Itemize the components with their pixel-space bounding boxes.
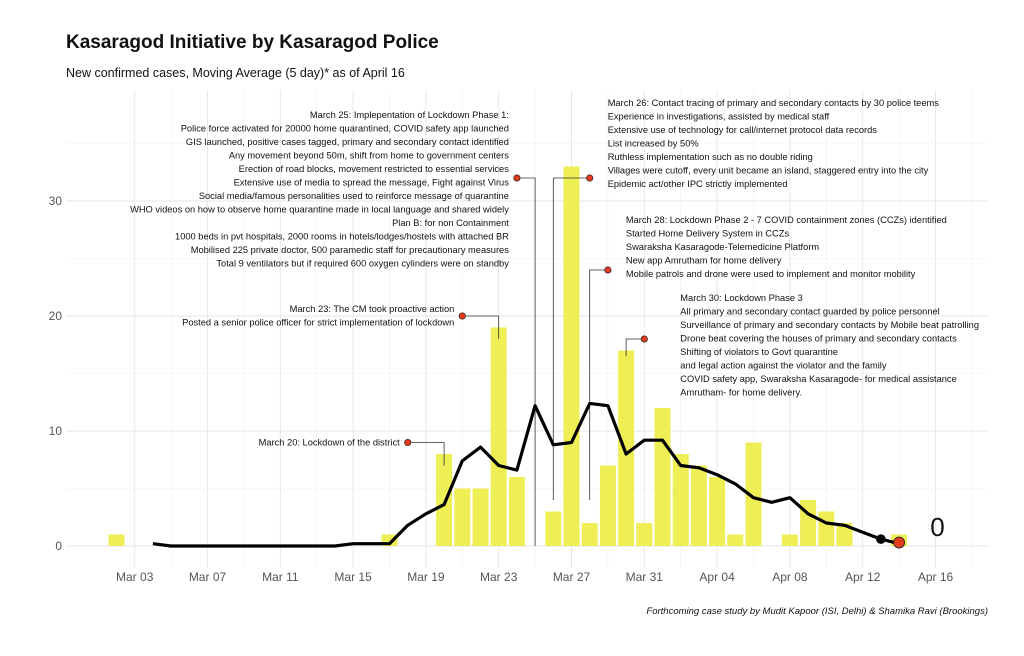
annotation-text-line: Mobile patrols and drone were used to im… <box>626 269 916 279</box>
bar <box>818 511 835 546</box>
bar <box>745 442 762 546</box>
annotation-text-line: Any movement beyond 50m, shift from home… <box>229 151 509 161</box>
annotation-dot <box>513 174 521 182</box>
x-tick-label: Mar 07 <box>189 570 227 584</box>
x-tick-label: Mar 31 <box>626 570 664 584</box>
annotation-text-line: Experience in investigations, assisted b… <box>608 112 830 122</box>
bar <box>599 465 616 546</box>
annotation-text-line: Started Home Delivery System in CCZs <box>626 229 790 239</box>
bar <box>454 488 471 546</box>
annotation-text-line: Swaraksha Kasaragode-Telemedicine Platfo… <box>626 242 820 252</box>
x-tick-label: Mar 19 <box>407 570 445 584</box>
annotation-dot <box>404 438 412 447</box>
annotation-leader <box>407 442 445 466</box>
x-tick-label: Mar 27 <box>553 570 591 584</box>
bar <box>563 166 580 546</box>
annotation-texts: March 20: Lockdown of the district March … <box>130 98 979 448</box>
x-tick-label: Mar 03 <box>116 570 154 584</box>
annotation-dot <box>640 335 648 343</box>
bar <box>781 534 798 546</box>
bar <box>672 454 689 546</box>
annotation-text-line: Police force activated for 20000 home qu… <box>181 124 509 134</box>
annotation-text-line: List increased by 50% <box>608 139 699 149</box>
annotation-text-line: Drone beat covering the houses of primar… <box>680 334 957 344</box>
annotation-leader <box>462 315 500 339</box>
annotation-leader <box>589 269 608 500</box>
annotation-text-line: March 20: Lockdown of the district <box>259 438 400 448</box>
annotation-text-line: Extensive use of media to spread the mes… <box>234 178 510 188</box>
bar <box>472 488 489 546</box>
annotation-text-line: Total 9 ventilators but if required 600 … <box>216 259 509 269</box>
annotation-leader <box>516 177 536 546</box>
bar <box>108 534 125 546</box>
bar <box>836 523 853 546</box>
bar <box>581 523 598 546</box>
x-tick-label: Mar 11 <box>262 570 299 584</box>
annotation-text-line: Villages were cutoff, every unit became … <box>608 166 929 176</box>
bar <box>727 534 744 546</box>
annotation-leader <box>625 338 645 357</box>
ma-end-marker <box>876 534 886 544</box>
annotation-text-line: COVID safety app, Swaraksha Kasaragode- … <box>680 374 956 384</box>
annotation-text-line: Shifting of violators to Govt quarantine <box>680 347 838 357</box>
bar <box>381 534 398 546</box>
x-tick-label: Mar 23 <box>480 570 518 584</box>
chart-subtitle: New confirmed cases, Moving Average (5 d… <box>66 66 405 80</box>
annotation-text-line: Ruthless implementation such as no doubl… <box>608 152 813 162</box>
annotation-text-line: Surveillance of primary and secondary co… <box>680 320 979 330</box>
bar <box>709 477 726 546</box>
annotation-text-line: March 25: Implepentation of Lockdown Pha… <box>310 110 509 120</box>
annotation-dot <box>604 266 612 274</box>
chart-title: Kasaragod Initiative by Kasaragod Police <box>66 32 439 53</box>
annotation-text-line: GIS launched, positive cases tagged, pri… <box>186 137 509 147</box>
x-tick-label: Apr 12 <box>845 570 881 584</box>
bar <box>508 477 525 546</box>
bar <box>490 327 507 546</box>
x-tick-label: Apr 04 <box>699 570 735 584</box>
moving-average-line <box>152 401 900 548</box>
annotation-text-line: Extensive use of technology for call/int… <box>608 125 878 135</box>
x-tick-label: Apr 16 <box>918 570 954 584</box>
annotation-text-line: Plan B: for non Containment <box>392 218 509 228</box>
annotation-text-line: March 23: The CM took proactive action <box>290 304 455 314</box>
bar <box>618 350 635 546</box>
last-value-label: 0 <box>930 512 944 542</box>
bar <box>654 408 671 546</box>
annotation-text-line: March 30: Lockdown Phase 3 <box>680 293 802 303</box>
bar-series <box>108 166 908 546</box>
chart-caption: Forthcoming case study by Mudit Kapoor (… <box>646 606 988 617</box>
annotation-dot <box>586 174 594 182</box>
annotation-text-line: Erection of road blocks, movement restri… <box>239 164 510 174</box>
annotation-dot <box>458 312 466 320</box>
y-tick-label: 10 <box>49 424 63 438</box>
annotation-text-line: March 28: Lockdown Phase 2 - 7 COVID con… <box>626 215 947 225</box>
annotation-text-line: 1000 beds in pvt hospitals, 2000 rooms i… <box>175 232 509 242</box>
annotation-text-line: New app Amrutham for home delivery <box>626 256 782 266</box>
annotation-text-line: All primary and secondary contact guarde… <box>680 307 939 317</box>
bar <box>690 465 707 546</box>
annotation-text-line: March 26: Contact tracing of primary and… <box>608 98 940 108</box>
moving-average-series <box>152 401 905 549</box>
bar <box>636 523 653 546</box>
x-tick-label: Apr 08 <box>772 570 808 584</box>
axis-labels: 0 10 20 30 Mar 03 Mar 07 Mar 11 Mar 15 Mar 19 Mar… <box>49 194 954 584</box>
annotation-text-line: and legal action against the violator an… <box>680 361 887 371</box>
annotation-text-line: Epidemic act/other IPC strictly implemen… <box>608 179 788 189</box>
y-tick-label: 20 <box>49 309 63 323</box>
bar <box>545 511 562 546</box>
annotation-text-line: WHO videos on how to observe home quaran… <box>130 205 509 215</box>
annotation-text-line: Amrutham- for home delivery. <box>680 388 802 398</box>
y-tick-label: 30 <box>49 194 63 208</box>
annotation-text-line: Social media/famous personalities used t… <box>199 191 509 201</box>
annotation-text-line: Mobilised 225 private doctor, 500 parame… <box>191 245 510 255</box>
bar <box>436 454 453 546</box>
annotation-text-line: Posted a senior police officer for stric… <box>182 318 454 328</box>
latest-marker <box>893 536 905 549</box>
annotation-leader <box>552 177 590 500</box>
annotation-leaders <box>407 177 645 546</box>
y-tick-label: 0 <box>55 539 62 553</box>
x-tick-label: Mar 15 <box>334 570 372 584</box>
